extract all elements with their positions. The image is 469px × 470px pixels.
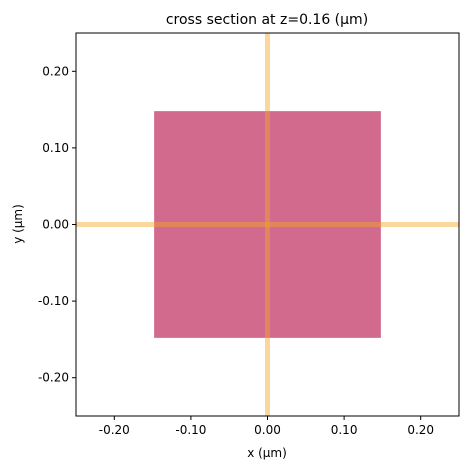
y-axis-label: y (μm) bbox=[11, 204, 25, 244]
y-tick-label: 0.20 bbox=[42, 64, 69, 78]
y-axis-ticks: -0.20 -0.10 0.00 0.10 0.20 bbox=[38, 64, 76, 385]
chart-title: cross section at z=0.16 (μm) bbox=[166, 12, 368, 28]
y-tick-label: 0.00 bbox=[42, 218, 69, 232]
y-tick-label: 0.10 bbox=[42, 141, 69, 155]
x-tick-label: -0.10 bbox=[175, 423, 206, 437]
structure-rect bbox=[154, 111, 381, 338]
x-axis-label: x (μm) bbox=[247, 446, 287, 460]
x-tick-label: 0.00 bbox=[254, 423, 281, 437]
plot-area bbox=[75, 32, 460, 417]
x-axis-ticks: -0.20 -0.10 0.00 0.10 0.20 bbox=[99, 416, 434, 437]
y-tick-label: -0.10 bbox=[38, 294, 69, 308]
y-tick-label: -0.20 bbox=[38, 371, 69, 385]
x-tick-label: 0.20 bbox=[407, 423, 434, 437]
x-tick-label: 0.10 bbox=[331, 423, 358, 437]
x-tick-label: -0.20 bbox=[99, 423, 130, 437]
